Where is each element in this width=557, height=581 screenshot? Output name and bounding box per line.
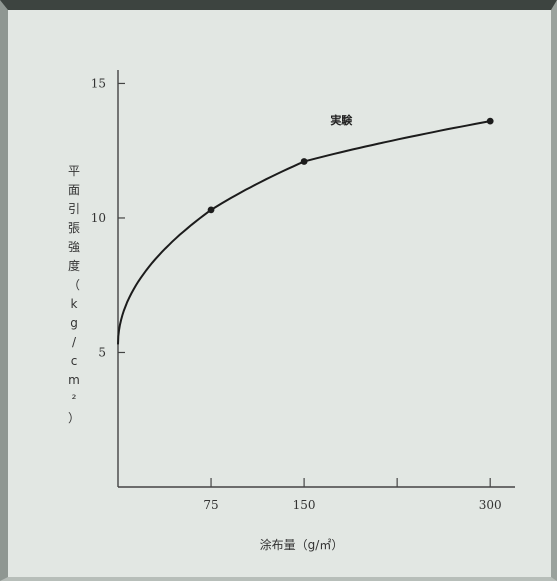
y-axis-title-char: ² <box>72 392 77 406</box>
y-axis-title-char: 度 <box>68 258 80 273</box>
x-tick-label: 300 <box>479 498 502 512</box>
series-line <box>117 120 491 345</box>
x-axis-title: 涂布量（g/㎡） <box>260 537 344 552</box>
y-axis-title-char: m <box>68 373 80 387</box>
x-tick-label: 150 <box>293 498 316 512</box>
y-tick-label: 15 <box>91 76 106 90</box>
series-group: 実験 <box>117 113 494 345</box>
data-point <box>300 158 308 165</box>
data-point <box>486 117 494 125</box>
axes <box>117 70 515 488</box>
y-axis-title-char: （ <box>68 278 80 292</box>
y-axis-title-char: k <box>71 297 78 311</box>
y-tick-label: 10 <box>91 211 106 225</box>
y-axis-title-char: 面 <box>68 183 80 197</box>
x-tick-label: 75 <box>203 498 218 512</box>
y-axis-title-char: 強 <box>68 240 80 254</box>
y-axis-title-char: 張 <box>68 221 80 235</box>
y-axis-title-char: 引 <box>68 202 80 216</box>
series-label: 実験 <box>330 113 353 127</box>
y-axis-title-char: ） <box>68 411 80 425</box>
data-point <box>207 206 215 214</box>
y-ticks: 5 10 15 <box>91 76 125 359</box>
y-axis-title-char: / <box>72 335 77 349</box>
y-tick-label: 5 <box>98 345 106 359</box>
y-axis-title-char: 平 <box>68 164 80 178</box>
y-axis-title-char: c <box>71 354 78 368</box>
x-ticks: 75 150 300 <box>203 478 502 512</box>
y-axis-title-char: g <box>70 316 78 330</box>
